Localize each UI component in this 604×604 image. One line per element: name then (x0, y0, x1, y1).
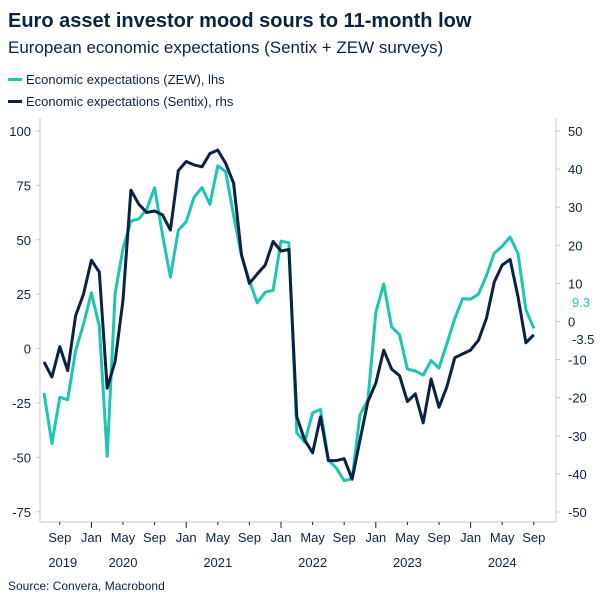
series-line-sentix (42, 148, 535, 481)
x-tick-label: May (395, 530, 420, 545)
x-tick-label: Sep (427, 530, 450, 545)
x-year-label: 2021 (203, 555, 232, 570)
x-tick-label: Sep (333, 530, 356, 545)
left-tick-label: 50 (17, 233, 31, 248)
x-tick-label: Jan (460, 530, 481, 545)
series-line-zew (42, 164, 536, 483)
legend-swatch-zew (8, 78, 22, 81)
left-tick-label: 100 (9, 124, 31, 139)
left-tick-label: 25 (17, 287, 31, 302)
right-tick-label: 50 (568, 124, 582, 139)
x-year-label: 2020 (109, 555, 138, 570)
x-tick-label: Sep (522, 530, 545, 545)
right-tick-label: 10 (568, 276, 582, 291)
source-note: Source: Convera, Macrobond (8, 579, 165, 593)
x-tick-label: May (490, 530, 515, 545)
x-year-label: 2024 (488, 555, 517, 570)
right-tick-label: -30 (568, 429, 587, 444)
chart-subtitle: European economic expectations (Sentix +… (8, 38, 444, 57)
x-tick-label: Jan (81, 530, 102, 545)
chart-title: Euro asset investor mood sours to 11-mon… (8, 10, 472, 32)
x-tick-label: May (206, 530, 231, 545)
left-tick-label: -25 (12, 396, 31, 411)
x-year-label: 2022 (298, 555, 327, 570)
right-tick-label: -10 (568, 353, 587, 368)
x-tick-label: Jan (365, 530, 386, 545)
x-tick-label: Sep (238, 530, 261, 545)
right-tick-label: 20 (568, 238, 582, 253)
x-tick-label: Sep (143, 530, 166, 545)
left-tick-label: -75 (12, 505, 31, 520)
legend-item-zew: Economic expectations (ZEW), lhs (8, 72, 225, 87)
right-tick-label: 40 (568, 162, 582, 177)
right-tick-label: -40 (568, 467, 587, 482)
legend-label: Economic expectations (ZEW), lhs (26, 72, 225, 87)
right-tick-label: 30 (568, 200, 582, 215)
x-tick-label: Jan (271, 530, 292, 545)
right-tick-label: -20 (568, 391, 587, 406)
x-tick-label: May (300, 530, 325, 545)
last-value-label-zew: 9.3 (572, 295, 590, 310)
legend-item-sentix: Economic expectations (Sentix), rhs (8, 94, 233, 109)
x-tick-label: Sep (48, 530, 71, 545)
legend-label: Economic expectations (Sentix), rhs (26, 94, 234, 109)
x-tick-label: Jan (176, 530, 197, 545)
left-tick-label: -50 (12, 450, 31, 465)
x-year-label: 2023 (393, 555, 422, 570)
last-value-label-sentix: -3.5 (572, 332, 594, 347)
x-tick-label: May (111, 530, 136, 545)
left-tick-label: 75 (17, 178, 31, 193)
legend-swatch-sentix (8, 100, 22, 103)
right-tick-label: -50 (568, 505, 587, 520)
x-year-label: 2019 (48, 555, 77, 570)
left-tick-label: 0 (24, 342, 31, 357)
right-tick-label: 0 (568, 315, 575, 330)
